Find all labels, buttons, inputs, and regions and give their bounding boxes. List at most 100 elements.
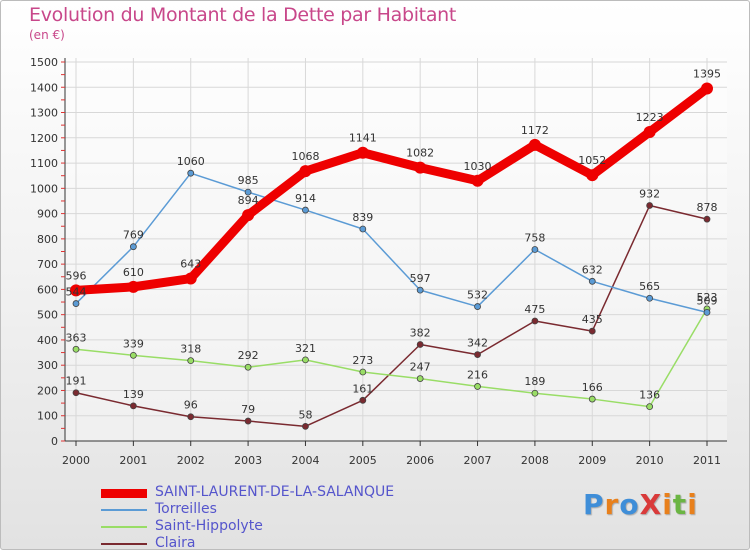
x-tick-label: 2003	[234, 454, 262, 467]
data-point	[359, 225, 367, 233]
data-label: 161	[352, 382, 373, 395]
data-label: 191	[66, 375, 87, 388]
data-label: 565	[639, 280, 660, 293]
data-point	[531, 246, 539, 253]
data-label: 1395	[693, 68, 721, 81]
data-point	[474, 351, 481, 358]
data-label: 1223	[636, 111, 664, 124]
data-label: 166	[582, 381, 603, 394]
data-label: 318	[180, 343, 201, 356]
data-point	[528, 138, 541, 151]
data-point	[244, 188, 252, 196]
data-label: 382	[410, 326, 431, 339]
y-tick-label: 800	[37, 233, 58, 246]
logo-letter: i	[687, 488, 698, 521]
data-point	[129, 351, 137, 359]
data-point	[646, 202, 654, 209]
data-label: 532	[467, 289, 488, 302]
data-point	[474, 303, 481, 310]
data-point	[588, 277, 596, 285]
data-point	[531, 317, 539, 325]
data-point	[302, 422, 309, 430]
data-label: 79	[241, 403, 255, 416]
data-point	[356, 146, 369, 159]
x-tick-label: 2005	[349, 454, 377, 467]
data-label: 1030	[464, 160, 492, 173]
y-tick-label: 400	[37, 334, 58, 347]
data-point	[187, 413, 195, 421]
x-tick-label: 2008	[521, 454, 549, 467]
data-label: 932	[639, 188, 660, 201]
data-point	[302, 206, 309, 214]
data-label: 643	[180, 258, 201, 271]
data-label: 1060	[177, 155, 205, 168]
data-label: 321	[295, 342, 316, 355]
data-label: 247	[410, 361, 431, 374]
proxiti-logo: ProXiti	[583, 488, 698, 521]
data-label: 878	[697, 201, 718, 214]
legend-label: SAINT-LAURENT-DE-LA-SALANQUE	[155, 484, 395, 500]
y-tick-label: 1100	[30, 157, 58, 170]
series-line	[71, 84, 712, 295]
data-point	[302, 356, 309, 364]
data-label: 597	[410, 272, 431, 285]
data-label: 894	[238, 194, 259, 207]
data-label: 475	[524, 303, 545, 316]
x-tick-label: 2004	[291, 454, 319, 467]
data-point	[643, 125, 656, 138]
data-point	[646, 294, 654, 302]
data-point	[586, 169, 599, 182]
data-label: 914	[295, 192, 316, 205]
data-label: 339	[123, 337, 144, 350]
data-label: 216	[467, 368, 488, 381]
data-label: 769	[123, 229, 144, 242]
data-point	[72, 300, 80, 307]
legend-swatch	[101, 509, 147, 511]
data-label: 363	[66, 331, 87, 344]
legend-swatch	[101, 526, 147, 528]
data-label: 292	[238, 349, 259, 362]
legend-label: Torreilles	[155, 501, 217, 517]
y-tick-label: 1500	[30, 56, 58, 69]
data-label: 632	[582, 263, 603, 276]
data-point	[474, 383, 481, 390]
plot-area	[65, 58, 727, 441]
x-tick-label: 2000	[62, 454, 90, 467]
y-tick-label: 600	[37, 283, 58, 296]
x-tick-label: 2011	[693, 454, 721, 467]
logo-letter: o	[619, 488, 640, 521]
data-point	[416, 375, 424, 382]
data-label: 1068	[291, 150, 319, 163]
x-tick-label: 2010	[636, 454, 664, 467]
legend-swatch	[101, 543, 147, 545]
data-label: 1141	[349, 132, 377, 145]
data-point	[187, 357, 195, 365]
data-label: 596	[66, 269, 87, 282]
x-tick-label: 2002	[177, 454, 205, 467]
y-tick-label: 1000	[30, 182, 58, 195]
data-label: 96	[184, 399, 198, 412]
data-point	[416, 286, 424, 294]
data-label: 839	[352, 211, 373, 224]
data-point	[244, 363, 252, 371]
data-point	[703, 308, 711, 316]
logo-letter: i	[662, 488, 673, 521]
logo-letter: t	[672, 488, 688, 521]
data-label: 342	[467, 337, 488, 350]
data-label: 136	[639, 389, 660, 402]
x-tick-label: 2006	[406, 454, 434, 467]
legend-label: Saint-Hippolyte	[155, 518, 263, 534]
data-label: 544	[66, 286, 87, 299]
data-point	[359, 368, 367, 376]
data-label: 523	[697, 291, 718, 304]
legend-swatch	[101, 488, 147, 498]
data-point	[416, 341, 424, 348]
y-tick-label: 300	[37, 359, 58, 372]
data-label: 509	[697, 294, 718, 307]
data-point	[72, 389, 80, 397]
y-tick-label: 200	[37, 384, 58, 397]
data-point	[129, 402, 137, 410]
data-point	[242, 209, 255, 222]
